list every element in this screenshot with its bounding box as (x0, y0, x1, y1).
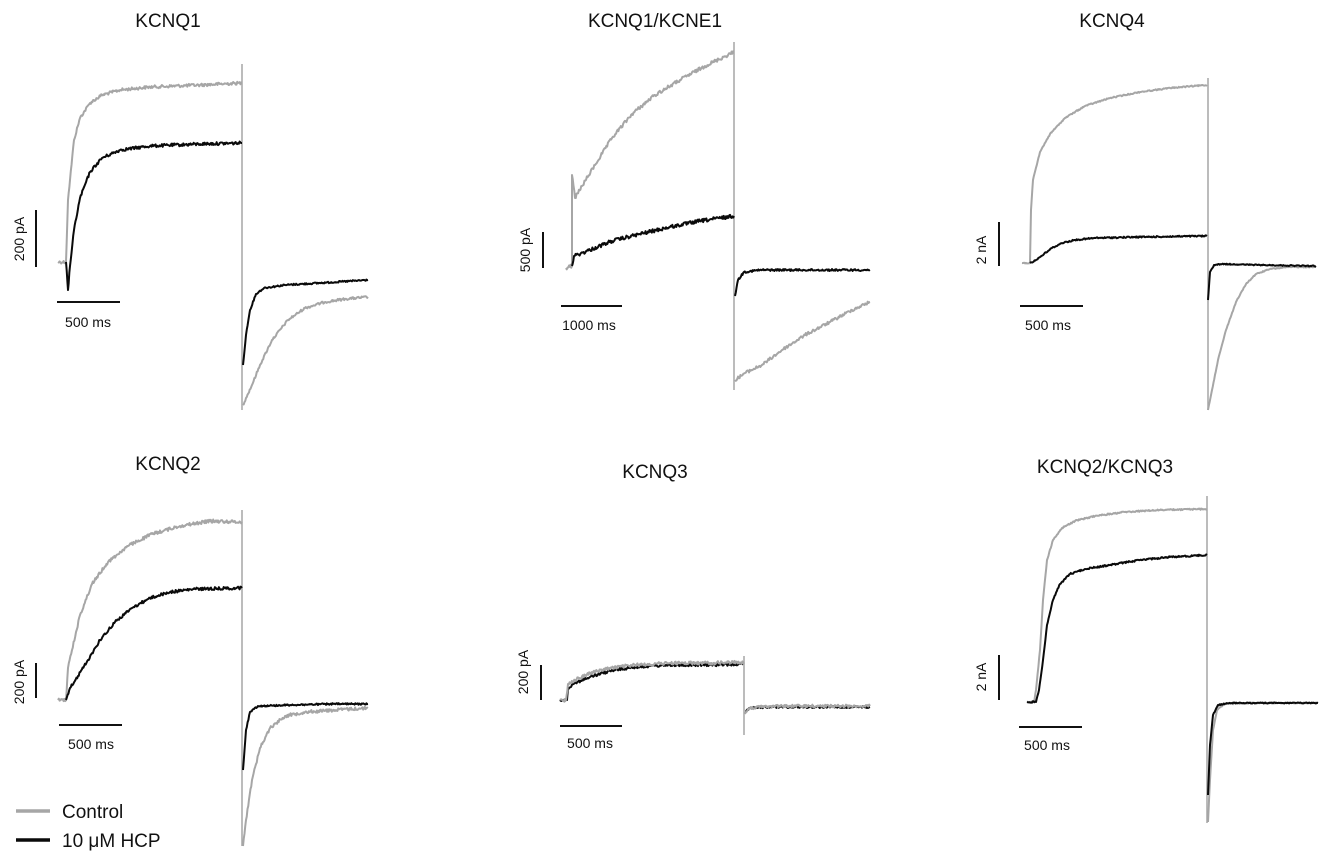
hcp-trace (65, 585, 243, 701)
panel-title: KCNQ2/KCNQ3 (1037, 457, 1173, 478)
hcp-trace (571, 213, 735, 267)
panel-kcnq4: KCNQ4 2 nA 500 ms (973, 11, 1317, 411)
amplitude-scale-label: 2 nA (973, 235, 989, 264)
legend-item-hcp: 10 μM HCP (16, 831, 161, 851)
control-trace (565, 50, 735, 271)
amplitude-scalebar: 200 pA (11, 659, 37, 704)
amplitude-scale-label: 500 pA (517, 227, 533, 272)
panel-title: KCNQ1/KCNE1 (588, 11, 722, 32)
time-scale-label: 1000 ms (562, 317, 616, 333)
legend-label: Control (62, 802, 123, 823)
panel-kcnq2-kcnq3: KCNQ2/KCNQ3 2 nA 500 ms (973, 457, 1319, 823)
time-scale-label: 500 ms (1024, 737, 1070, 753)
hcp-tail-current (734, 268, 871, 297)
control-trace (57, 80, 243, 265)
legend: Control 10 μM HCP (16, 802, 161, 851)
panel-kcnq3: KCNQ3 200 pA 500 ms (515, 462, 871, 751)
hcp-trace (559, 662, 745, 703)
control-trace (1021, 83, 1208, 265)
time-scalebar: 500 ms (560, 725, 622, 751)
panel-title: KCNQ2 (135, 454, 200, 475)
panel-kcnq1: KCNQ1 200 pA 500 ms (11, 11, 369, 410)
control-tail-current (734, 300, 871, 382)
amplitude-scalebar: 200 pA (11, 210, 37, 267)
panel-title: KCNQ1 (135, 11, 200, 32)
control-tail-current (1207, 265, 1317, 411)
amplitude-scalebar: 500 pA (517, 227, 544, 272)
hcp-tail-current (1207, 701, 1319, 796)
time-scalebar: 500 ms (1019, 726, 1082, 753)
time-scale-label: 500 ms (1025, 317, 1071, 333)
legend-item-control: Control (16, 802, 123, 823)
hcp-tail-current (242, 702, 369, 771)
hcp-trace (1026, 553, 1208, 704)
control-tail-current (1207, 701, 1319, 823)
time-scale-label: 500 ms (567, 735, 613, 751)
time-scalebar: 500 ms (59, 724, 122, 752)
amplitude-scale-label: 200 pA (11, 659, 27, 704)
hcp-tail-current (242, 278, 369, 366)
time-scalebar: 500 ms (57, 301, 120, 330)
amplitude-scale-label: 200 pA (515, 649, 531, 694)
amplitude-scale-label: 2 nA (973, 662, 989, 691)
control-tail-current (242, 705, 369, 847)
time-scalebar: 1000 ms (561, 305, 622, 333)
control-tail-current (744, 703, 871, 715)
amplitude-scalebar: 2 nA (973, 655, 1000, 700)
control-trace (559, 659, 745, 703)
panel-kcnq1-kcne1: KCNQ1/KCNE1 500 pA 1000 ms (517, 11, 871, 390)
panel-title: KCNQ3 (622, 462, 687, 483)
time-scalebar: 500 ms (1020, 305, 1083, 333)
amplitude-scalebar: 2 nA (973, 222, 1000, 266)
time-scale-label: 500 ms (68, 736, 114, 752)
panel-title: KCNQ4 (1079, 11, 1145, 32)
control-tail-current (242, 295, 369, 406)
control-trace (57, 518, 243, 703)
hcp-tail-current (1207, 262, 1317, 301)
time-scale-label: 500 ms (65, 314, 111, 330)
legend-label: 10 μM HCP (62, 831, 161, 851)
panel-kcnq2: KCNQ2 200 pA 500 ms (11, 454, 369, 847)
control-trace (1026, 507, 1208, 704)
amplitude-scale-label: 200 pA (11, 216, 27, 261)
amplitude-scalebar: 200 pA (515, 649, 542, 700)
hcp-trace (65, 140, 243, 291)
hcp-trace (1029, 234, 1208, 264)
